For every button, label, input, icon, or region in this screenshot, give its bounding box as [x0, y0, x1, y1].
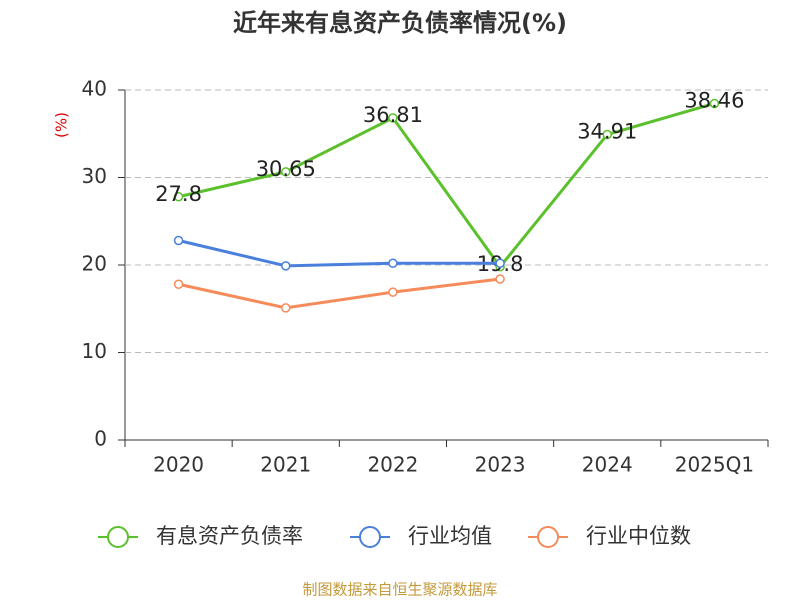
x-tick-label: 2020 [153, 453, 204, 477]
point-marker [388, 258, 398, 268]
x-tick-label: 2024 [582, 453, 633, 477]
point-marker [173, 192, 184, 202]
point-marker [602, 129, 612, 140]
point-marker [281, 167, 291, 177]
data-label: 34.91 [577, 120, 637, 144]
legend-label: 行业中位数 [586, 524, 691, 548]
x-tick-label: 2022 [367, 453, 418, 477]
series-line [178, 239, 501, 268]
x-tick-label: 2021 [260, 453, 311, 477]
series-line [178, 277, 501, 310]
y-tick-label: 30 [82, 164, 107, 188]
point-marker [388, 287, 398, 297]
source-note: 制图数据来自恒生聚源数据库 [302, 581, 497, 599]
y-tick-label: 10 [82, 339, 107, 363]
data-label: 30.65 [256, 157, 316, 181]
point-marker [281, 303, 291, 313]
data-label: 38.46 [684, 88, 744, 112]
y-tick-label: 40 [82, 77, 107, 101]
legend-marker [359, 526, 381, 548]
legend-label: 行业均值 [408, 524, 492, 548]
x-tick-label: 2023 [475, 453, 526, 477]
y-tick-label: 20 [82, 252, 107, 276]
point-marker [709, 98, 720, 109]
x-tick-label: 2025Q1 [675, 453, 754, 477]
series-line [178, 102, 715, 270]
data-label: 36.81 [363, 103, 423, 127]
point-marker [495, 258, 505, 268]
chart-title: 近年来有息资产负债率情况(%) [233, 9, 567, 37]
y-tick-label: 0 [94, 427, 107, 451]
legend-marker [107, 526, 129, 548]
point-marker [173, 279, 184, 289]
legend-marker [537, 526, 559, 548]
point-marker [495, 274, 505, 284]
point-marker [281, 261, 291, 271]
legend-label: 有息资产负债率 [156, 524, 303, 548]
data-label: 27.8 [155, 182, 202, 206]
y-axis-label: (%) [53, 112, 71, 138]
point-marker [388, 113, 398, 123]
point-marker [173, 235, 184, 246]
